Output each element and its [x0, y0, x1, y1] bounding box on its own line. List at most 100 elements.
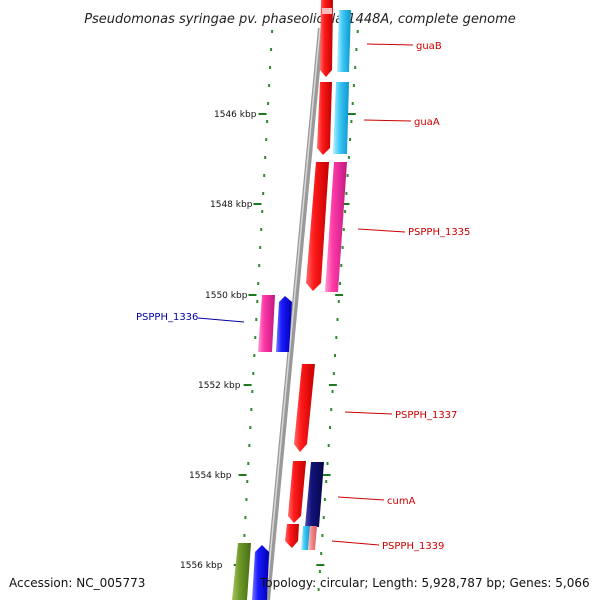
inner-scale-dot	[247, 462, 250, 465]
major-tick	[253, 203, 262, 205]
outer-scale-dot	[318, 570, 321, 573]
gene-PSPPH_1339-cog-2[interactable]	[308, 526, 317, 550]
outer-scale-dot	[337, 300, 340, 303]
major-tick	[328, 384, 337, 386]
gene-cumA-cog[interactable]	[305, 462, 324, 527]
outer-scale-dot	[339, 282, 342, 285]
outer-scale-dot	[323, 498, 326, 501]
gene-label-PSPPH_1337[interactable]: PSPPH_1337	[395, 410, 457, 421]
major-tick	[258, 113, 267, 115]
gene-PSPPH_1335-forward[interactable]	[306, 162, 329, 291]
outer-scale-dot	[340, 264, 343, 267]
inner-scale-dot	[245, 498, 248, 501]
gene-features	[232, 0, 351, 600]
outer-scale-dot	[330, 408, 333, 411]
outer-scale-dot	[335, 336, 338, 339]
gene-PSPPH_1339-cog[interactable]	[301, 526, 310, 550]
outer-scale-dot	[336, 318, 339, 321]
gene-label-guaB[interactable]: guaB	[416, 41, 442, 52]
inner-scale-dot	[270, 48, 273, 51]
gene-label-guaA[interactable]: guaA	[414, 117, 440, 128]
inner-scale-dot	[265, 138, 268, 141]
accession-text: Accession: NC_005773	[9, 576, 145, 590]
outer-scale-dot	[331, 390, 334, 393]
gene-PSPPH_1339-forward[interactable]	[285, 524, 299, 548]
outer-scale-dot	[344, 210, 347, 213]
inner-scale-dot	[251, 390, 254, 393]
inner-scale-dot	[243, 534, 246, 537]
gene-label-PSPPH_1335[interactable]: PSPPH_1335	[408, 227, 470, 238]
inner-scale-dot	[264, 156, 267, 159]
gene-label-PSPPH_1336[interactable]: PSPPH_1336	[136, 312, 198, 323]
outer-scale-dot	[326, 462, 329, 465]
inner-scale-dot	[256, 300, 259, 303]
outer-scale-dot	[349, 138, 352, 141]
scale-label-1552: 1552 kbp	[198, 381, 241, 391]
major-tick	[335, 294, 344, 296]
major-tick	[341, 203, 350, 205]
outer-scale-dot	[329, 426, 331, 429]
gene-PSPPH_1336-reverse[interactable]	[276, 296, 292, 352]
gene-cumA-forward[interactable]	[288, 461, 306, 523]
major-tick	[248, 294, 257, 296]
inner-scale-dot	[249, 426, 252, 429]
map-title: Pseudomonas syringae pv. phaseolicola 14…	[84, 12, 516, 27]
scale-label-1554: 1554 kbp	[189, 471, 232, 481]
scale-ticks	[233, 30, 359, 591]
scale-label-1546: 1546 kbp	[214, 110, 257, 120]
gene-PSPPH_1336-cog[interactable]	[258, 295, 275, 352]
gene-guaB-cog[interactable]	[337, 10, 351, 72]
scale-label-1550: 1550 kbp	[205, 291, 248, 301]
label-leader-lines	[197, 43, 414, 546]
backbone-line-highlight	[265, 27, 321, 600]
inner-scale-dot	[262, 192, 265, 195]
inner-scale-dot	[250, 408, 253, 411]
inner-scale-dot	[260, 228, 263, 231]
gene-guaA-cog[interactable]	[333, 82, 349, 154]
outer-scale-dot	[332, 372, 335, 375]
outer-scale-dot	[325, 480, 328, 483]
outer-scale-dot	[341, 246, 344, 249]
inner-scale-dot	[246, 480, 249, 483]
inner-scale-dot	[269, 66, 272, 69]
inner-scale-dot	[253, 354, 256, 357]
topology-text: Topology: circular; Length: 5,928,787 bp…	[259, 576, 590, 590]
gene-bottom-cog[interactable]	[232, 543, 251, 600]
gene-guaB-highlight	[322, 8, 332, 14]
inner-scale-dot	[271, 30, 274, 33]
inner-scale-dot	[267, 102, 270, 105]
major-tick	[316, 564, 325, 566]
outer-scale-dot	[354, 66, 357, 69]
inner-scale-dot	[244, 516, 247, 519]
outer-scale-dot	[317, 588, 320, 591]
gene-PSPPH_1337-forward[interactable]	[294, 364, 315, 452]
outer-scale-dot	[356, 30, 359, 33]
inner-scale-dot	[263, 174, 266, 177]
outer-scale-dot	[334, 354, 336, 357]
gene-label-cumA[interactable]: cumA	[387, 496, 416, 507]
inner-scale-dot	[259, 246, 262, 249]
gene-bottom-reverse[interactable]	[252, 545, 269, 600]
gene-label-PSPPH_1339[interactable]: PSPPH_1339	[382, 541, 444, 552]
outer-scale-dot	[350, 120, 353, 123]
outer-scale-dot	[351, 102, 354, 105]
gene-PSPPH_1335-cog[interactable]	[325, 162, 347, 292]
outer-scale-dot	[327, 444, 330, 447]
gene-guaA-forward[interactable]	[317, 82, 332, 155]
major-tick	[243, 384, 252, 386]
inner-scale-dot	[266, 120, 269, 123]
outer-scale-dot	[321, 534, 324, 537]
outer-scale-dot	[345, 192, 348, 195]
inner-scale-dot	[248, 444, 251, 447]
major-tick	[322, 474, 331, 476]
gene-guaB-forward[interactable]	[320, 0, 333, 77]
inner-scale-dot	[255, 318, 258, 321]
major-tick	[238, 474, 247, 476]
scale-label-1548: 1548 kbp	[210, 200, 253, 210]
outer-scale-dot	[322, 516, 325, 519]
major-tick	[347, 113, 356, 115]
inner-scale-dot	[257, 282, 260, 285]
inner-scale-dot	[252, 372, 255, 375]
outer-scale-dot	[346, 174, 349, 177]
